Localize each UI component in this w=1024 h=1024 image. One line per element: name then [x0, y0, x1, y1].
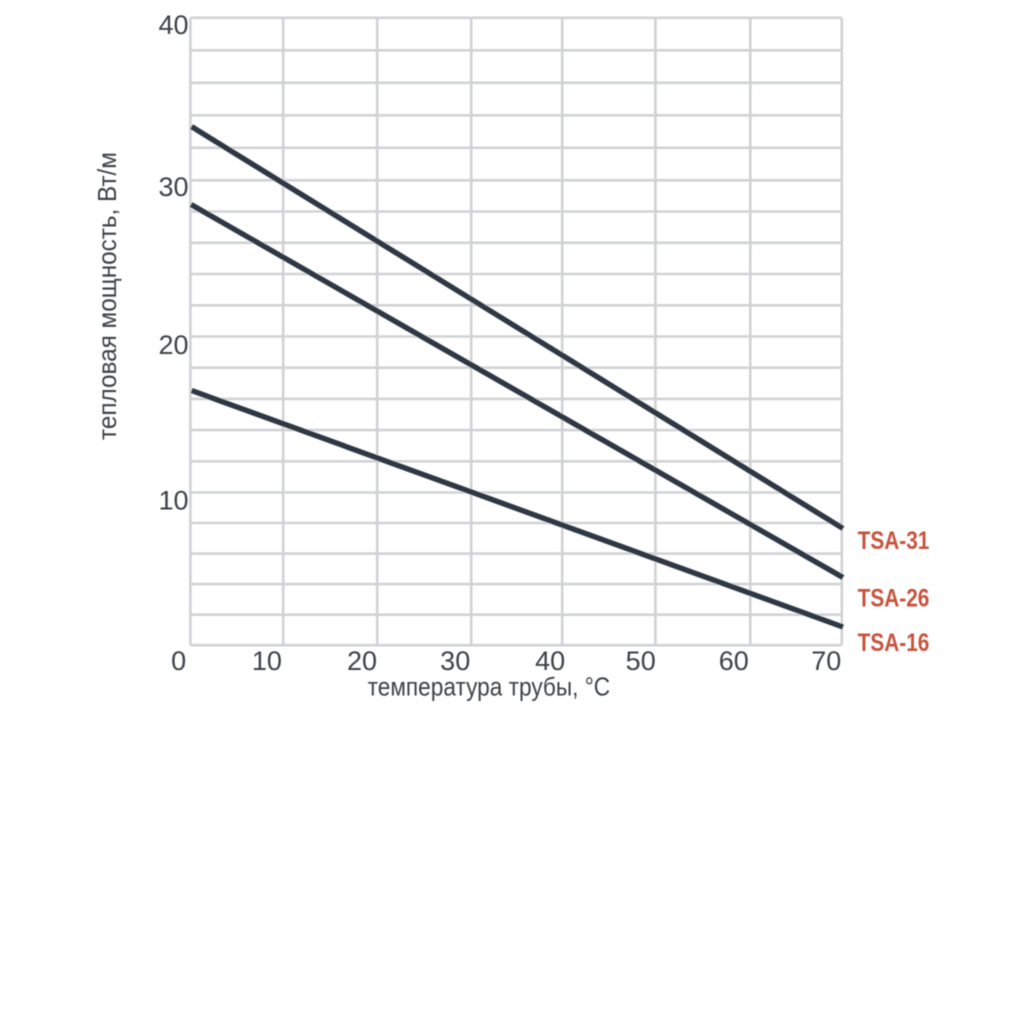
svg-text:30: 30 — [440, 646, 470, 676]
svg-text:TSA-31: TSA-31 — [858, 527, 930, 555]
svg-text:50: 50 — [626, 646, 656, 676]
svg-text:TSA-16: TSA-16 — [858, 629, 930, 657]
svg-text:60: 60 — [719, 646, 749, 676]
svg-text:тепловая мощность, Вт/м: тепловая мощность, Вт/м — [92, 152, 122, 440]
svg-text:20: 20 — [158, 330, 188, 360]
svg-text:10: 10 — [252, 646, 282, 676]
svg-text:30: 30 — [158, 172, 188, 202]
svg-text:40: 40 — [535, 646, 565, 676]
svg-text:70: 70 — [811, 646, 841, 676]
svg-text:0: 0 — [171, 646, 186, 676]
svg-text:20: 20 — [347, 646, 377, 676]
svg-text:TSA-26: TSA-26 — [858, 585, 930, 613]
svg-text:40: 40 — [158, 10, 188, 40]
svg-text:температура трубы, °C: температура трубы, °C — [368, 672, 611, 702]
svg-text:10: 10 — [158, 486, 188, 516]
